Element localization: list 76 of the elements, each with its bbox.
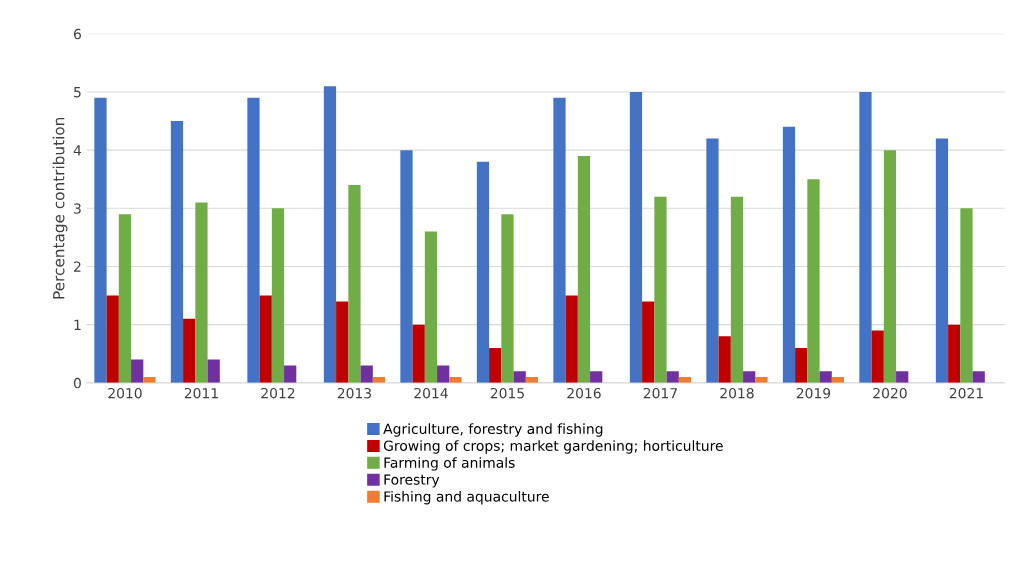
x-tick-label: 2020 xyxy=(873,387,907,399)
bar xyxy=(948,324,961,383)
y-axis-title: Percentage contribution xyxy=(52,117,68,299)
bar xyxy=(501,214,514,383)
x-tick-label: 2021 xyxy=(949,387,983,399)
x-tick-label: 2014 xyxy=(414,387,448,399)
bar xyxy=(654,196,667,383)
bar xyxy=(131,359,144,383)
bar xyxy=(247,97,260,383)
legend-label: Growing of crops; market gardening; horticulture xyxy=(383,440,723,454)
legend-label: Agriculture, forestry and fishing xyxy=(383,423,603,437)
bar xyxy=(565,295,578,383)
y-tick-label: 3 xyxy=(74,203,81,214)
bar xyxy=(666,371,679,383)
bar xyxy=(590,371,603,383)
bar xyxy=(896,371,909,383)
bar xyxy=(195,202,208,383)
bar xyxy=(972,371,985,383)
bar xyxy=(871,330,884,383)
bar xyxy=(170,121,184,383)
bar xyxy=(183,318,196,383)
legend-label: Forestry xyxy=(384,474,440,488)
bar xyxy=(489,347,502,383)
bar xyxy=(94,97,107,383)
legend-label: Farming of animals xyxy=(384,457,515,471)
bar xyxy=(348,185,361,383)
x-tick-label: 2016 xyxy=(567,387,601,399)
bar xyxy=(553,97,566,383)
bar xyxy=(795,347,808,383)
x-tick-label: 2011 xyxy=(184,387,218,399)
bar xyxy=(284,365,297,383)
x-tick-label: 2018 xyxy=(720,387,754,399)
x-tick-label: 2015 xyxy=(490,387,524,399)
y-tick-label: 5 xyxy=(74,87,81,98)
bar xyxy=(743,371,756,383)
x-tick-label: 2019 xyxy=(796,387,831,399)
bar xyxy=(106,295,119,383)
bar xyxy=(412,324,425,383)
bar xyxy=(336,301,349,383)
bar xyxy=(424,231,438,383)
bar xyxy=(718,336,731,383)
bar xyxy=(449,377,462,383)
bar xyxy=(819,371,832,383)
x-tick-label: 2010 xyxy=(108,387,142,399)
bar xyxy=(118,214,132,383)
y-tick-label: 4 xyxy=(73,145,82,156)
legend-label: Fishing and aquaculture xyxy=(384,490,549,505)
bar xyxy=(706,138,719,383)
bar xyxy=(859,91,872,383)
bar xyxy=(807,179,820,383)
bar xyxy=(642,301,655,383)
bar xyxy=(323,86,337,383)
bar xyxy=(755,377,768,383)
bar xyxy=(207,359,220,383)
bar xyxy=(960,208,973,383)
bar xyxy=(782,126,796,383)
y-tick-label: 2 xyxy=(74,261,81,272)
bar xyxy=(437,365,450,383)
y-tick-label: 0 xyxy=(73,377,81,389)
x-tick-label: 2012 xyxy=(261,387,295,399)
x-tick-label: 2017 xyxy=(643,387,677,399)
bar xyxy=(259,295,272,383)
bar xyxy=(577,155,591,383)
bar xyxy=(730,196,744,383)
bar xyxy=(883,150,897,383)
y-tick-label: 6 xyxy=(73,28,81,40)
bar xyxy=(513,371,526,383)
bar xyxy=(271,208,285,383)
bar xyxy=(935,138,949,383)
bar xyxy=(143,377,156,383)
x-tick-label: 2013 xyxy=(337,387,372,399)
bar xyxy=(400,150,413,383)
bar xyxy=(476,161,490,383)
bar xyxy=(629,91,643,383)
y-tick-label: 1 xyxy=(74,319,81,330)
bar xyxy=(360,365,373,383)
